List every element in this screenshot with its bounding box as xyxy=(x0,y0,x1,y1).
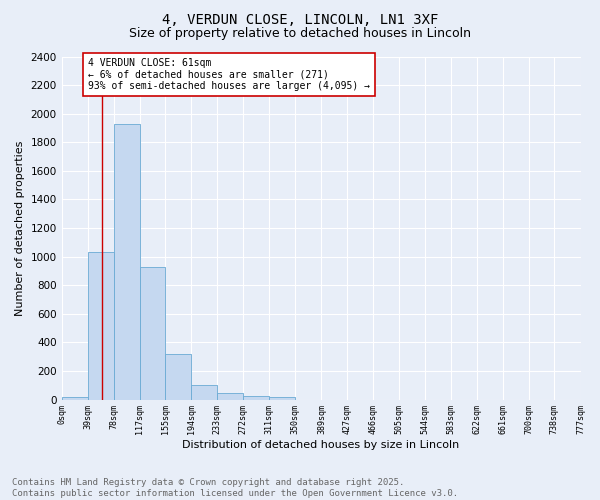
Bar xyxy=(62,396,88,400)
Bar xyxy=(140,266,165,400)
Bar xyxy=(88,252,114,400)
Bar xyxy=(269,396,295,400)
X-axis label: Distribution of detached houses by size in Lincoln: Distribution of detached houses by size … xyxy=(182,440,460,450)
Text: Contains HM Land Registry data © Crown copyright and database right 2025.
Contai: Contains HM Land Registry data © Crown c… xyxy=(12,478,458,498)
Bar xyxy=(165,354,191,400)
Text: 4, VERDUN CLOSE, LINCOLN, LN1 3XF: 4, VERDUN CLOSE, LINCOLN, LN1 3XF xyxy=(162,12,438,26)
Bar xyxy=(217,392,243,400)
Bar xyxy=(191,384,217,400)
Text: 4 VERDUN CLOSE: 61sqm
← 6% of detached houses are smaller (271)
93% of semi-deta: 4 VERDUN CLOSE: 61sqm ← 6% of detached h… xyxy=(88,58,370,91)
Bar xyxy=(243,396,269,400)
Bar xyxy=(114,124,140,400)
Text: Size of property relative to detached houses in Lincoln: Size of property relative to detached ho… xyxy=(129,28,471,40)
Y-axis label: Number of detached properties: Number of detached properties xyxy=(15,140,25,316)
